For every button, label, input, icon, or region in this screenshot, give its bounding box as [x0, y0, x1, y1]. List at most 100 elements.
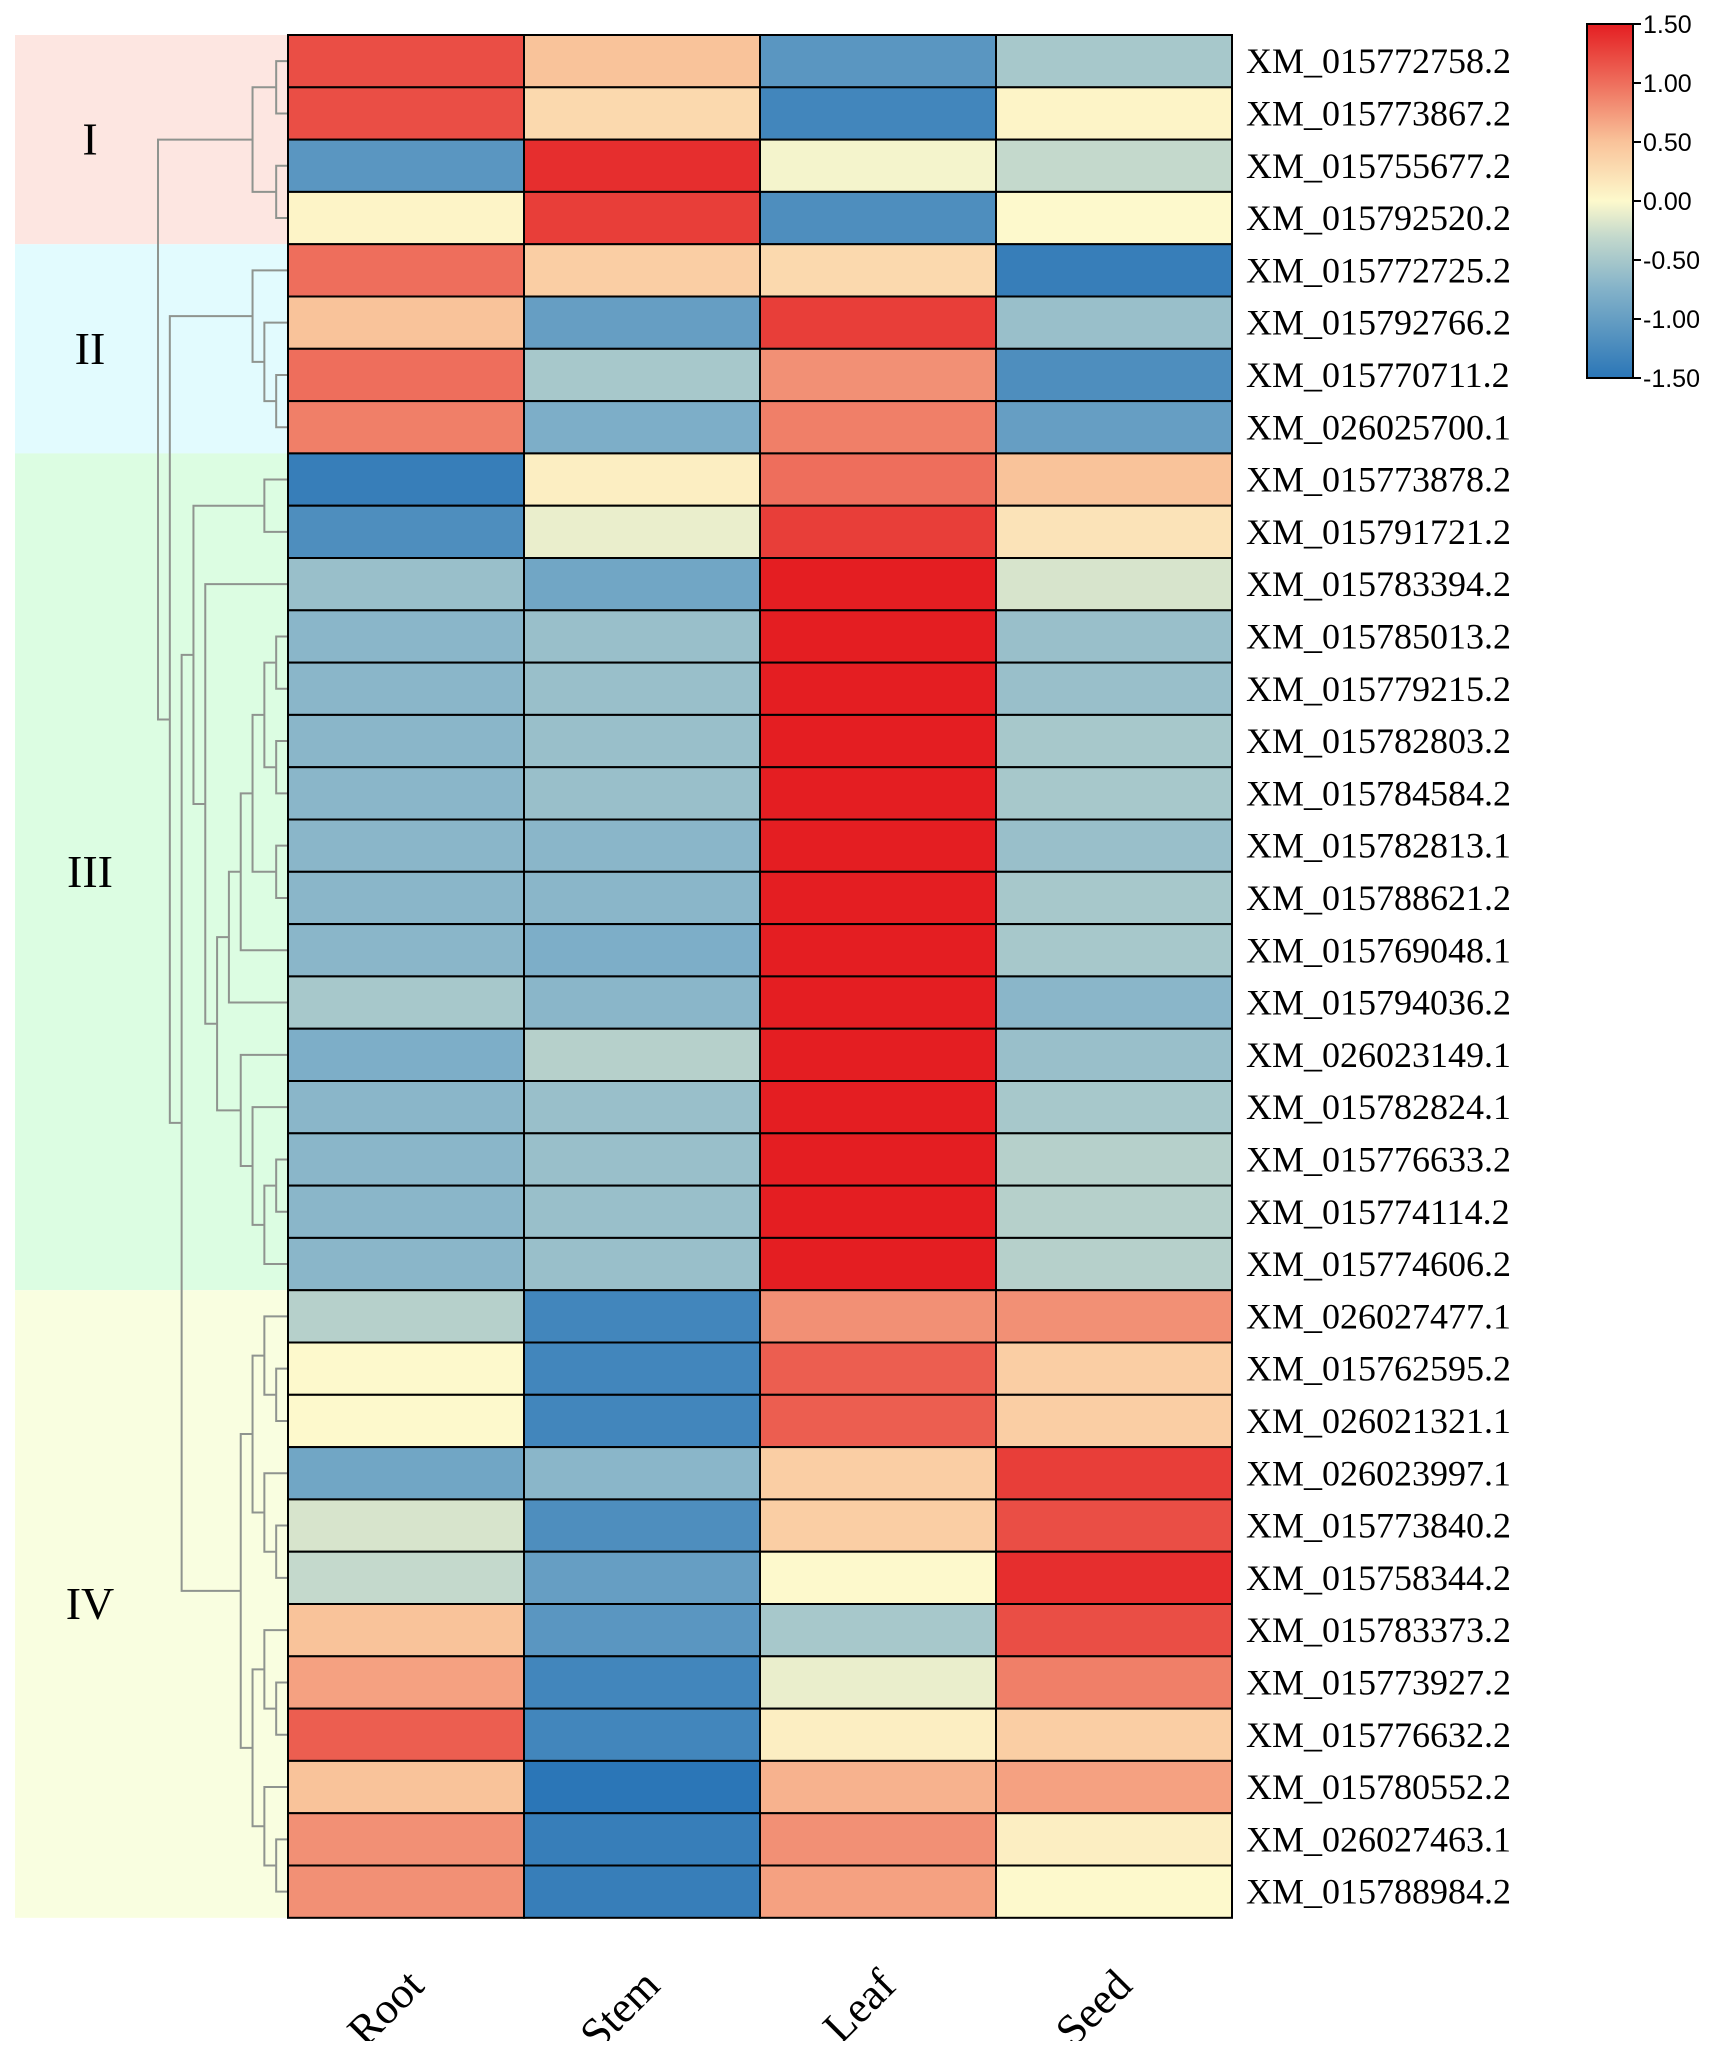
- column-labels: Root Stem Leaf Seed: [338, 1960, 1141, 2046]
- heatmap-cell: [287, 138, 525, 193]
- cluster-label-1: I: [82, 114, 97, 165]
- heatmap-cell: [287, 400, 525, 455]
- heatmap-cell: [759, 138, 997, 193]
- heatmap-cell: [759, 452, 997, 507]
- column-label-seed: Seed: [1046, 1960, 1141, 2041]
- heatmap-cell: [995, 1655, 1233, 1710]
- row-label: XM_015779215.2: [1246, 669, 1511, 709]
- heatmap-cell: [759, 923, 997, 978]
- heatmap-cell: [523, 1132, 761, 1187]
- cluster-band-2: [15, 244, 288, 454]
- heatmap-cell: [287, 609, 525, 664]
- heatmap-cells: [287, 34, 1233, 1919]
- heatmap-cell: [523, 1080, 761, 1135]
- heatmap-cell: [995, 713, 1233, 769]
- heatmap-cell: [523, 1864, 761, 1919]
- heatmap-cell: [759, 243, 997, 298]
- heatmap-cell: [759, 1498, 997, 1553]
- colorbar: [1586, 23, 1634, 379]
- heatmap-cell: [287, 1184, 525, 1239]
- row-label: XM_026027463.1: [1246, 1819, 1511, 1859]
- color-legend: 1.50 1.00 0.50 0.00 -0.50 -1.00 -1.50: [1586, 11, 1700, 393]
- heatmap-cell: [523, 1498, 761, 1553]
- heatmap-cell: [523, 504, 761, 560]
- heatmap-cell: [287, 1603, 525, 1658]
- heatmap-cell: [287, 923, 525, 978]
- heatmap-cell: [523, 190, 761, 246]
- heatmap-cell: [287, 295, 525, 350]
- heatmap-cell: [995, 1550, 1233, 1605]
- heatmap-cell: [759, 818, 997, 873]
- heatmap-cell: [523, 138, 761, 193]
- heatmap-cell: [759, 1289, 997, 1344]
- heatmap-cell: [759, 1864, 997, 1919]
- heatmap-cell: [759, 1027, 997, 1082]
- heatmap-cell: [287, 975, 525, 1030]
- heatmap-cell: [523, 713, 761, 769]
- heatmap-cell: [287, 1446, 525, 1501]
- heatmap-cell: [759, 347, 997, 403]
- heatmap-cell: [759, 1655, 997, 1710]
- row-label: XM_015791721.2: [1246, 512, 1511, 552]
- colorbar-tick-label: 0.50: [1643, 129, 1692, 157]
- heatmap-cell: [523, 1603, 761, 1658]
- heatmap-cell: [287, 504, 525, 560]
- dendrogram-branch: [263, 1629, 288, 1710]
- colorbar-tick-label: 1.00: [1643, 70, 1692, 98]
- dendrogram-branch: [275, 740, 288, 795]
- dendrogram-branch: [275, 1524, 288, 1579]
- dendrogram-branch: [216, 936, 241, 1112]
- heatmap-cell: [995, 1027, 1233, 1082]
- heatmap-cell: [287, 1341, 525, 1396]
- column-label-stem: Stem: [570, 1960, 669, 2041]
- row-labels: XM_015772758.2 XM_015773867.2 XM_015755677…: [1246, 41, 1511, 1912]
- heatmap-cell: [995, 1446, 1233, 1501]
- heatmap-cell: [995, 1341, 1233, 1396]
- row-label: XM_015772758.2: [1246, 41, 1511, 81]
- heatmap-cell: [287, 1498, 525, 1553]
- heatmap-cell: [995, 818, 1233, 873]
- row-label: XM_015758344.2: [1246, 1558, 1511, 1598]
- row-label: XM_015782824.1: [1246, 1087, 1511, 1127]
- heatmap-cell: [287, 1393, 525, 1449]
- heatmap-cell: [523, 295, 761, 350]
- heatmap-cell: [759, 1759, 997, 1815]
- heatmap-cell: [523, 1027, 761, 1082]
- heatmap-cell: [995, 1132, 1233, 1187]
- heatmap-cell: [523, 661, 761, 716]
- row-label: XM_026025700.1: [1246, 407, 1511, 447]
- row-label: XM_015774114.2: [1246, 1192, 1510, 1232]
- dendrogram-branch: [263, 661, 277, 769]
- heatmap-cell: [287, 1707, 525, 1762]
- row-label: XM_015783394.2: [1246, 564, 1511, 604]
- cluster-label-4: IV: [66, 1578, 115, 1629]
- heatmap-cell: [759, 713, 997, 769]
- dendrogram-branch: [263, 1184, 288, 1266]
- row-label: XM_015788621.2: [1246, 878, 1511, 918]
- heatmap-cell: [995, 1080, 1233, 1135]
- heatmap-cell: [759, 661, 997, 716]
- heatmap-cell: [759, 1236, 997, 1292]
- heatmap-cell: [759, 504, 997, 560]
- heatmap-cell: [523, 347, 761, 403]
- cluster-band-4: [15, 1290, 288, 1918]
- heatmap-cell: [995, 34, 1233, 89]
- dendrogram-branch: [275, 635, 288, 690]
- row-label: XM_015780552.2: [1246, 1767, 1511, 1807]
- row-label: XM_015770711.2: [1246, 355, 1510, 395]
- colorbar-tick-label: 1.50: [1643, 11, 1692, 39]
- heatmap-cell: [523, 452, 761, 507]
- heatmap-cell: [523, 609, 761, 664]
- heatmap-cell: [759, 1603, 997, 1658]
- row-label: XM_015792766.2: [1246, 303, 1511, 343]
- heatmap-cell: [287, 766, 525, 821]
- heatmap-cell: [523, 243, 761, 298]
- heatmap-cell: [287, 557, 525, 612]
- heatmap-cell: [759, 1550, 997, 1605]
- heatmap-cell: [523, 1184, 761, 1239]
- colorbar-tick-label: -1.50: [1643, 365, 1700, 393]
- heatmap-cell: [523, 1655, 761, 1710]
- heatmap-cell: [287, 1864, 525, 1919]
- row-label: XM_015794036.2: [1246, 983, 1511, 1023]
